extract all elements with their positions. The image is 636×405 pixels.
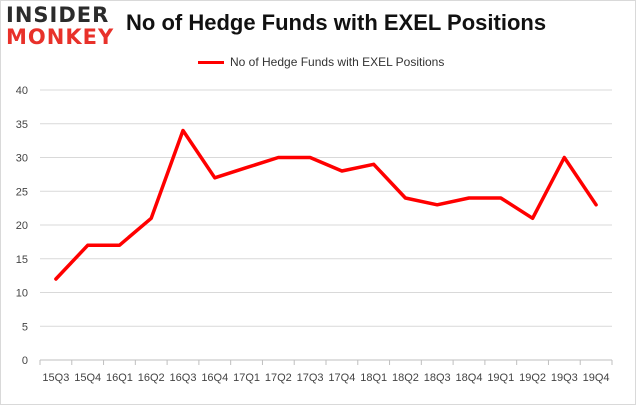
- x-tick-label: 17Q3: [297, 372, 324, 384]
- x-tick-label: 18Q3: [424, 372, 451, 384]
- x-tick-label: 15Q3: [42, 372, 69, 384]
- x-tick-label: 16Q3: [170, 372, 197, 384]
- y-tick-label: 0: [22, 355, 28, 367]
- x-tick-label: 19Q2: [519, 372, 546, 384]
- y-tick-label: 20: [16, 220, 28, 232]
- legend-swatch: [198, 60, 224, 64]
- x-tick-label: 17Q4: [328, 372, 355, 384]
- x-tick-label: 19Q1: [487, 372, 514, 384]
- y-tick-label: 35: [16, 119, 28, 131]
- x-tick-label: 17Q2: [265, 372, 292, 384]
- series-line-0: [54, 128, 598, 281]
- x-tick-label: 18Q2: [392, 372, 419, 384]
- y-tick-label: 30: [16, 153, 28, 165]
- y-tick-label: 5: [22, 321, 28, 333]
- insider-monkey-logo: INSIDER MONKEY: [6, 4, 116, 52]
- x-tick-label: 17Q1: [233, 372, 260, 384]
- y-tick-label: 10: [16, 288, 28, 300]
- logo-text-bottom: MONKEY: [6, 25, 115, 49]
- chart-legend: No of Hedge Funds with EXEL Positions: [198, 53, 444, 71]
- logo-text-top: INSIDER: [6, 3, 110, 27]
- x-tick-label: 16Q2: [138, 372, 165, 384]
- x-tick-label: 18Q4: [456, 372, 483, 384]
- chart-title: No of Hedge Funds with EXEL Positions: [126, 10, 547, 35]
- legend-label: No of Hedge Funds with EXEL Positions: [230, 55, 445, 69]
- x-tick-label: 16Q1: [106, 372, 133, 384]
- y-tick-label: 15: [16, 254, 28, 266]
- y-tick-label: 25: [16, 186, 28, 198]
- x-tick-label: 19Q4: [583, 372, 610, 384]
- x-tick-label: 15Q4: [74, 372, 101, 384]
- x-tick-label: 19Q3: [551, 372, 578, 384]
- y-tick-label: 40: [16, 85, 28, 97]
- x-tick-label: 16Q4: [201, 372, 228, 384]
- x-tick-label: 18Q1: [360, 372, 387, 384]
